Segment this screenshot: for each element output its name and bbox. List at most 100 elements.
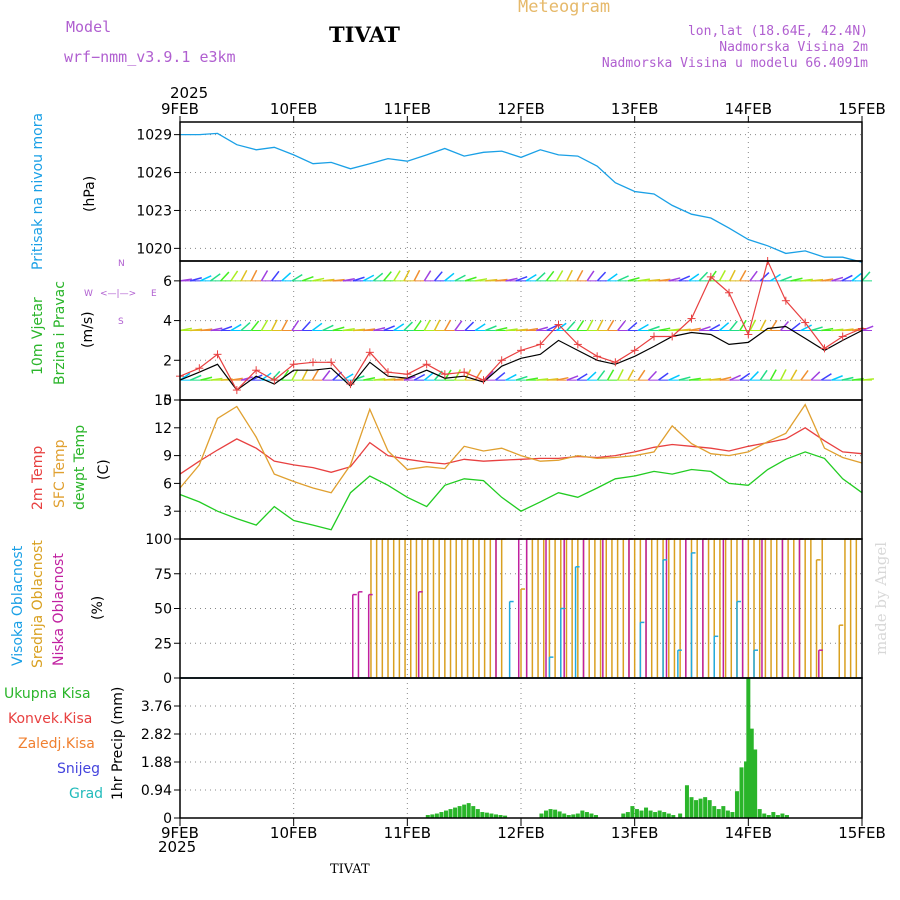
wind-barb [383,271,392,282]
precip-bar [671,815,676,818]
y-tick-label: 4 [163,314,172,330]
wind-barb [841,274,853,282]
wind-barb [790,322,801,332]
precip-bar [639,810,644,818]
wind-barb [352,276,365,282]
wind-barb [433,319,441,331]
precip-bar [694,800,699,818]
precip-bar [721,806,726,818]
precip-bar [462,804,467,818]
wind-barb [617,275,629,282]
wind-barb [271,270,280,282]
precip-bar [734,791,739,818]
precip-bar [775,815,780,818]
wind-barb [535,272,546,282]
precip-bar [503,815,508,818]
wind-barb [240,269,248,282]
precip-bar [653,812,658,818]
precip-bar [498,815,503,818]
year-bottom: 2025 [158,838,197,856]
date-label-top: 15FEB [838,100,885,118]
wind-barb [566,321,576,332]
y-tick-label: 25 [154,636,172,652]
wind-barb [301,369,309,381]
wind-barb [271,370,281,381]
precip-bar [648,810,653,818]
wind-mean-line [179,325,863,391]
wind-barb [586,319,594,331]
precip-bar [493,814,498,818]
y-tick-label: 0 [163,393,172,409]
wind-barb [739,270,747,282]
precip-bar [766,815,771,818]
wind-barb [637,323,649,332]
meteogram-title: Meteogram [518,0,611,17]
precip-bar [657,810,662,818]
y-tick-label: 6 [163,476,172,492]
date-label-top: 14FEB [725,100,772,118]
wind-barb [606,319,615,331]
wind-barb [444,272,455,282]
wind-barb [617,320,626,331]
precip-bar [566,815,571,818]
wind-barb [200,275,212,282]
precip-bar [475,809,480,818]
wind-barb [260,270,269,282]
wind-barb [555,270,564,282]
precip-bar [712,806,717,818]
wind-barb [647,325,660,332]
snow-legend: Snijeg [57,761,101,777]
wind-barb [495,371,506,381]
date-label-bottom: 12FEB [497,824,544,842]
date-label-bottom: 11FEB [384,824,431,842]
precip-strat-legend: Zaledj.Kisa [18,736,95,752]
precip-bar [453,807,458,818]
wind-barb [403,321,413,332]
model-name: wrf−nmm_v3.9.1 e3km [64,48,236,66]
y-tick-label: 12 [154,421,172,437]
precip-bar [666,813,671,818]
wind-barb [596,319,604,331]
wind-barb [759,272,770,282]
wind-barb [372,272,384,282]
wind-barb [688,273,700,282]
dewpt-line [179,451,863,531]
y-tick-label: 1026 [136,166,172,182]
precip-bar [707,800,712,818]
wind-barb [627,321,638,332]
precip-bar [757,809,762,818]
wind-barb [729,269,736,282]
sfc-temp-line [179,403,863,494]
precip-bar [730,812,735,818]
y-tick-label: 0 [163,811,172,827]
compass-cross: <—|—> [100,289,137,299]
wind-barb [393,270,401,282]
model-label: Model [66,18,112,36]
wind-barb [861,325,874,332]
wind-barb [454,369,462,381]
wind-barb [270,319,278,331]
wind-barb [332,326,345,332]
wind-barb [281,272,292,282]
precip-bar [749,728,754,818]
precip-bar [634,809,639,818]
wind-barb [403,375,416,381]
wind-barb [668,374,680,381]
date-label-bottom: 10FEB [270,824,317,842]
wind-barb [505,373,517,381]
y-tick-label: 1023 [136,203,172,219]
wind-barb [769,369,777,381]
precip-bar [434,813,439,818]
y-tick-label: 2 [163,353,172,369]
precip-bar [753,749,758,818]
wind-barb [311,322,323,332]
wind-barb [291,369,299,381]
wind-barb [423,371,435,381]
precip-bar [625,812,630,818]
precip-bar [780,813,785,818]
y-tick-label: 1.88 [141,755,172,771]
precip-bar [739,767,744,818]
wind-barb [230,270,239,282]
y-tick-label: 9 [163,449,172,465]
wind-barb [678,275,691,282]
